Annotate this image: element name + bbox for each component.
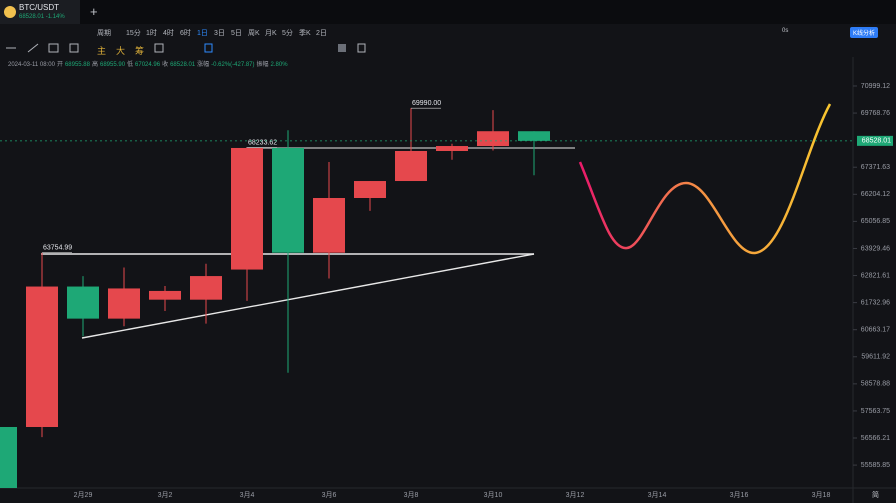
period-menu[interactable]: 周期: [97, 30, 111, 37]
projection-curve: [578, 103, 832, 255]
timer: 0s: [782, 28, 789, 34]
y-tick-label: 66204.12: [861, 191, 890, 198]
header-item: 68528.01: [170, 62, 196, 68]
tool[interactable]: 主: [97, 46, 107, 56]
y-tick-label: 56566.21: [861, 435, 890, 442]
x-tick-label: 3月10: [484, 491, 503, 499]
period-button[interactable]: 1日: [197, 30, 208, 37]
y-tick-label: 63929.46: [861, 245, 890, 252]
candle-body: [436, 146, 468, 151]
period-button[interactable]: 季K: [299, 30, 311, 37]
last-price-box: [857, 135, 893, 146]
candle-body: [395, 150, 427, 182]
period-button[interactable]: 月K: [265, 30, 277, 37]
y-tick-label: 60663.17: [861, 327, 890, 334]
candle-body: [190, 276, 222, 300]
candle-body: [477, 131, 509, 147]
header-item: 67024.96: [135, 62, 161, 68]
annotation-label: 68233.62: [248, 139, 277, 146]
candles: [0, 108, 550, 488]
period-button[interactable]: 2日: [316, 30, 327, 37]
x-tick-label: 3月2: [158, 491, 173, 499]
header-item: 收: [162, 62, 169, 68]
period-button[interactable]: 周K: [248, 30, 260, 37]
tool[interactable]: 大: [116, 46, 126, 56]
candle-body: [67, 286, 99, 319]
period-button[interactable]: 4时: [163, 30, 174, 37]
candle-body: [518, 131, 550, 141]
period-button[interactable]: 3日: [214, 30, 225, 37]
tab-quote: 68528.01 -1.14%: [19, 14, 65, 20]
y-tick-label: 55585.85: [861, 462, 890, 469]
period-button[interactable]: 5日: [231, 30, 242, 37]
last-price-label: 68528.01: [862, 138, 891, 145]
y-tick-label: 59611.92: [861, 354, 890, 361]
header-item: 68955.90: [100, 62, 126, 68]
y-tick-label: 62821.61: [861, 272, 890, 279]
period-bar: 周期 15分 1时 4时 6时 1日 3日 5日 周K 月K 5分 季K 2日: [0, 24, 896, 40]
tab-symbol: BTC/USDT: [19, 3, 59, 12]
header-item: 涨幅: [197, 62, 210, 68]
drawings: [41, 103, 832, 339]
y-tick-label: 67371.63: [861, 164, 890, 171]
header-item: 2.80%: [270, 62, 288, 68]
y-tick-label: 65056.85: [861, 218, 890, 225]
add-tab[interactable]: +: [90, 4, 98, 19]
candle-body: [0, 426, 17, 488]
tab-bar: BTC/USDT 68528.01 -1.14% +: [0, 0, 896, 24]
header-item: 2024-03-11 08:00: [8, 62, 55, 68]
candle-body: [354, 181, 386, 199]
analysis-button[interactable]: K线分析: [850, 27, 879, 38]
candle-body: [313, 198, 345, 253]
candle-body: [272, 147, 304, 253]
y-tick-label: 58578.88: [861, 381, 890, 388]
annotation-label: 69990.00: [412, 100, 441, 107]
period-button[interactable]: 5分: [282, 30, 293, 37]
header-item: -0.62%(-427.87): [211, 62, 255, 68]
period-button[interactable]: 15分: [126, 30, 141, 37]
annotation-label: 63754.99: [43, 245, 72, 252]
x-tick-label: 3月14: [648, 491, 667, 499]
x-tick-label: 3月4: [240, 491, 255, 499]
header-item: 高: [91, 62, 98, 68]
y-tick-label: 57563.75: [861, 408, 890, 415]
symbol-tab[interactable]: BTC/USDT 68528.01 -1.14%: [0, 0, 80, 24]
x-tick-label: 3月6: [322, 491, 337, 499]
corner-label: 简: [872, 492, 879, 499]
candle-body: [231, 147, 263, 270]
tool-bar: 主 大 筹: [0, 40, 896, 57]
period-button[interactable]: 1时: [146, 30, 157, 37]
y-tick-label: 69768.76: [861, 110, 890, 117]
y-tick-label: 61732.96: [861, 299, 890, 306]
tool-icons: [6, 43, 366, 53]
coin-icon: [4, 6, 16, 18]
candle-body: [26, 286, 58, 427]
x-tick-label: 3月18: [812, 491, 831, 499]
y-tick-label: 70999.12: [861, 83, 890, 90]
x-tick-label: 3月16: [730, 491, 749, 499]
candle-body: [108, 288, 140, 319]
candle-body: [149, 290, 181, 300]
x-tick-label: 3月12: [566, 491, 585, 499]
header-item: 振幅: [256, 62, 269, 68]
header-item: 开: [56, 62, 63, 68]
header-item: 68955.88: [64, 62, 90, 68]
header-item: 低: [127, 62, 134, 68]
tool[interactable]: 筹: [135, 46, 145, 56]
x-tick-label: 3月8: [404, 491, 419, 499]
period-button[interactable]: 6时: [180, 30, 191, 37]
ohlc-header: 2024-03-11 08:00 开 68955.88 高 68955.90 低 67024…: [8, 59, 290, 68]
x-tick-label: 2月29: [74, 491, 93, 499]
trend-line: [81, 253, 535, 339]
